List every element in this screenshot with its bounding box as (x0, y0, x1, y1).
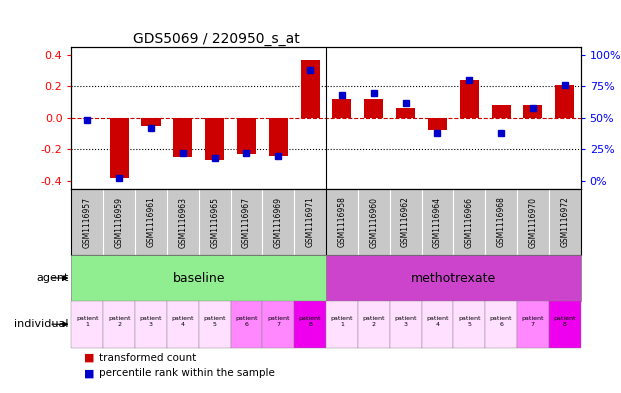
Text: patient
6: patient 6 (235, 316, 258, 327)
Text: GSM1116957: GSM1116957 (83, 196, 92, 248)
Bar (205, 118, 224, 160)
Bar (326, 301, 358, 348)
Text: GSM1116967: GSM1116967 (242, 196, 251, 248)
Bar (269, 118, 288, 156)
Text: patient
2: patient 2 (363, 316, 385, 327)
Text: GSM1116965: GSM1116965 (210, 196, 219, 248)
Text: patient
2: patient 2 (108, 316, 130, 327)
Text: GSM1116961: GSM1116961 (147, 196, 155, 248)
Text: individual: individual (14, 319, 68, 329)
Text: GSM1116960: GSM1116960 (369, 196, 378, 248)
Bar (422, 301, 453, 348)
Bar (460, 80, 479, 118)
Bar (364, 99, 383, 118)
Text: methotrexate: methotrexate (410, 272, 496, 285)
Text: GSM1116963: GSM1116963 (178, 196, 188, 248)
Text: GSM1116958: GSM1116958 (337, 196, 347, 248)
Text: patient
3: patient 3 (140, 316, 162, 327)
Text: patient
5: patient 5 (204, 316, 226, 327)
Bar (142, 118, 160, 126)
Text: GSM1116972: GSM1116972 (560, 196, 569, 248)
Text: patient
6: patient 6 (490, 316, 512, 327)
Bar (71, 255, 326, 301)
Text: GSM1116968: GSM1116968 (497, 196, 505, 248)
Text: GSM1116969: GSM1116969 (274, 196, 283, 248)
Bar (491, 105, 510, 118)
Text: patient
3: patient 3 (394, 316, 417, 327)
Bar (428, 118, 447, 130)
Text: ■: ■ (84, 368, 94, 378)
Text: GDS5069 / 220950_s_at: GDS5069 / 220950_s_at (132, 32, 299, 46)
Bar (135, 301, 167, 348)
Text: patient
1: patient 1 (76, 316, 99, 327)
Text: patient
8: patient 8 (299, 316, 321, 327)
Bar (396, 108, 415, 118)
Bar (549, 301, 581, 348)
Bar (230, 301, 262, 348)
Text: patient
1: patient 1 (331, 316, 353, 327)
Text: patient
7: patient 7 (522, 316, 544, 327)
Text: GSM1116962: GSM1116962 (401, 196, 410, 248)
Bar (103, 301, 135, 348)
Text: baseline: baseline (173, 272, 225, 285)
Bar (71, 301, 103, 348)
Text: GSM1116964: GSM1116964 (433, 196, 442, 248)
Bar (524, 105, 542, 118)
Text: percentile rank within the sample: percentile rank within the sample (99, 368, 275, 378)
Bar (199, 301, 230, 348)
Bar (173, 118, 193, 157)
Bar (237, 118, 256, 154)
Bar (294, 301, 326, 348)
Text: agent: agent (36, 273, 68, 283)
Bar (332, 99, 351, 118)
Bar (485, 301, 517, 348)
Text: transformed count: transformed count (99, 353, 197, 363)
Text: patient
7: patient 7 (267, 316, 289, 327)
Text: GSM1116959: GSM1116959 (115, 196, 124, 248)
Bar (262, 301, 294, 348)
Text: patient
4: patient 4 (171, 316, 194, 327)
Bar (326, 255, 581, 301)
Text: GSM1116966: GSM1116966 (465, 196, 474, 248)
Bar (109, 118, 129, 178)
Bar (390, 301, 422, 348)
Bar (167, 301, 199, 348)
Bar (555, 85, 574, 118)
Text: patient
4: patient 4 (426, 316, 448, 327)
Text: ■: ■ (84, 353, 94, 363)
Bar (358, 301, 390, 348)
Text: patient
5: patient 5 (458, 316, 481, 327)
Bar (453, 301, 485, 348)
Bar (517, 301, 549, 348)
Text: GSM1116971: GSM1116971 (306, 196, 315, 248)
Bar (301, 60, 320, 118)
Text: patient
8: patient 8 (553, 316, 576, 327)
Text: GSM1116970: GSM1116970 (528, 196, 537, 248)
